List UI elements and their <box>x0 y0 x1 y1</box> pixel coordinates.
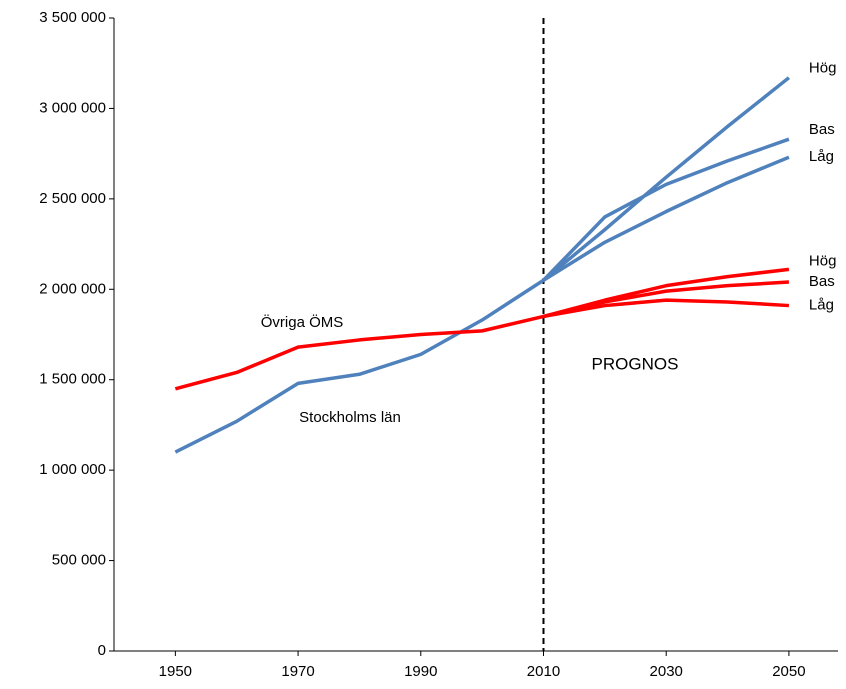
y-tick-label: 500 000 <box>52 552 106 569</box>
y-tick-label: 2 000 000 <box>39 280 106 297</box>
y-tick-label: 3 500 000 <box>39 9 106 26</box>
series-label: Låg <box>809 297 834 314</box>
annotation: PROGNOS <box>592 354 679 373</box>
series-line <box>174 314 544 391</box>
series-label: Låg <box>809 148 834 165</box>
y-tick-label: 3 000 000 <box>39 99 106 116</box>
y-tick-label: 1 000 000 <box>39 461 106 478</box>
series-line <box>543 298 790 319</box>
series-label: Stockholms län <box>299 409 401 426</box>
series-label: Bas <box>809 273 835 290</box>
x-tick-label: 1970 <box>281 663 314 680</box>
y-tick-label: 1 500 000 <box>39 371 106 388</box>
y-tick-label: 2 500 000 <box>39 190 106 207</box>
series-label: Hög <box>809 252 837 269</box>
series-line <box>543 280 790 319</box>
x-tick-label: 2010 <box>527 663 560 680</box>
series-label: Bas <box>809 121 835 138</box>
series-label: Hög <box>809 60 837 77</box>
x-tick-label: 1990 <box>404 663 437 680</box>
x-tick-label: 1950 <box>159 663 192 680</box>
series-line <box>542 76 791 282</box>
x-tick-label: 2030 <box>650 663 683 680</box>
series-label: Övriga ÖMS <box>261 313 344 331</box>
series-line <box>542 155 790 282</box>
y-tick-label: 0 <box>98 642 106 659</box>
series-line <box>542 137 790 282</box>
x-tick-label: 2050 <box>772 663 805 680</box>
series-line <box>174 278 545 454</box>
